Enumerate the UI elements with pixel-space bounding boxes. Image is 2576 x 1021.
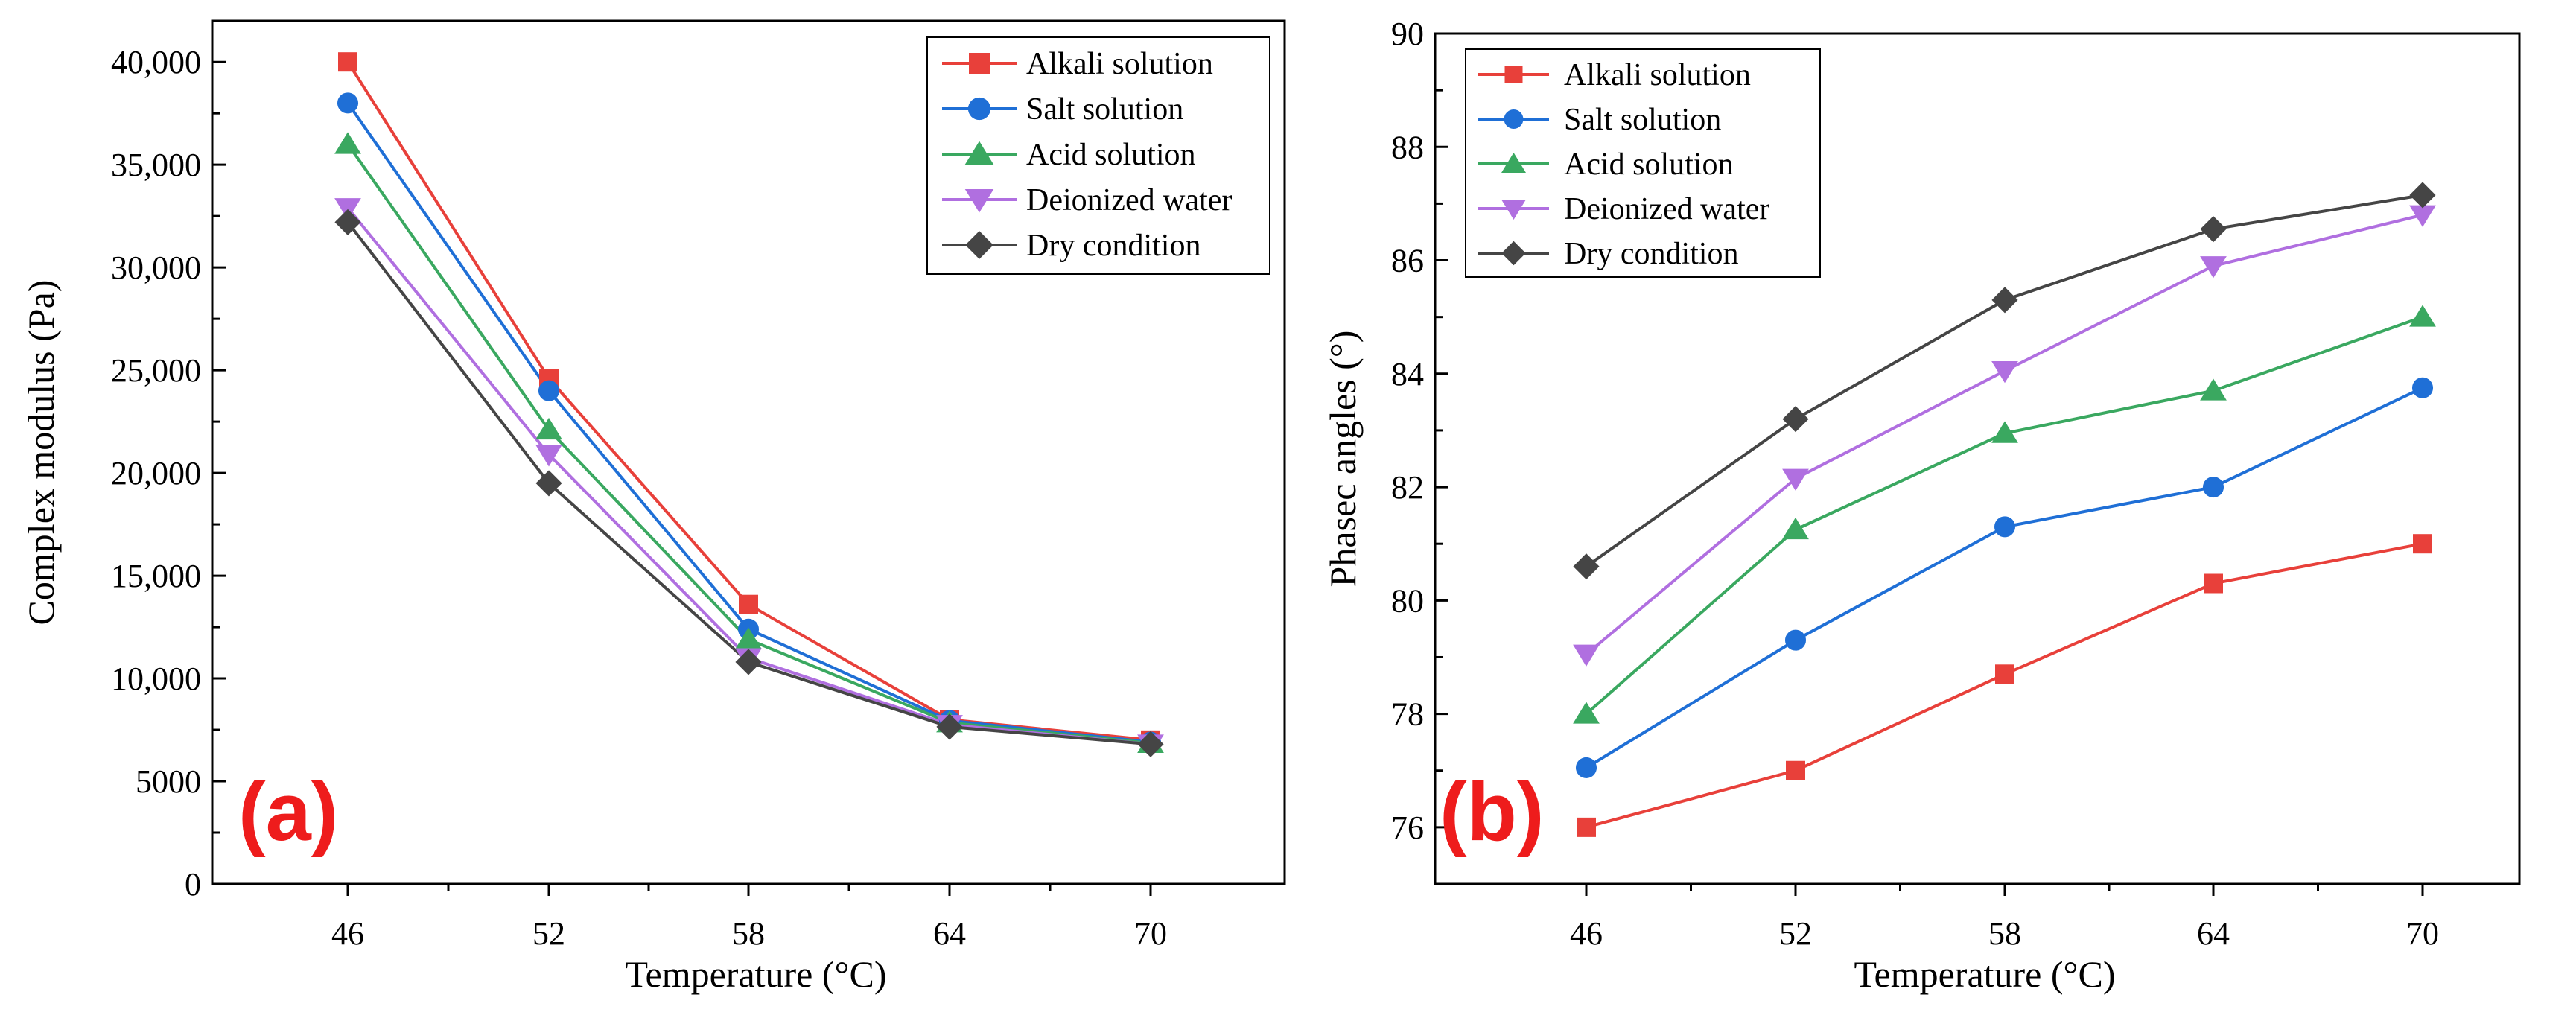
data-point-3-3 (2200, 256, 2227, 279)
data-point-2-1 (535, 417, 562, 440)
data-point-0-3 (2204, 573, 2223, 594)
legend-label-3: Deionized water (1564, 192, 1769, 226)
data-point-0-1 (1786, 760, 1805, 780)
y-tick-label: 86 (1391, 243, 1424, 279)
y-tick-label: 40,000 (111, 44, 201, 80)
plot-frame (1434, 32, 2521, 885)
data-point-1-0 (337, 92, 359, 114)
y-tick-label: 20,000 (111, 455, 201, 492)
y-tick-label: 10,000 (111, 661, 201, 697)
y-tick-label: 80 (1391, 582, 1424, 619)
y-tick-label: 76 (1391, 810, 1424, 846)
legend-marker-2 (964, 141, 994, 165)
x-tick-label: 52 (1779, 915, 1812, 952)
legend-label-3: Deionized water (1026, 183, 1232, 217)
legend-marker-3 (964, 189, 994, 213)
legend-label-1: Salt solution (1564, 103, 1721, 137)
series-line-0 (1586, 542, 2423, 829)
data-point-2-2 (735, 627, 762, 649)
panel-a-complex-modulus-chart: 0 5000 10,000 15,000 20,000 25,000 30,000 35,00… (20, 19, 1286, 995)
legend-marker-0 (969, 53, 990, 74)
y-tick-label: 25,000 (111, 352, 201, 389)
data-point-3-1 (535, 445, 562, 467)
legend-label-0: Alkali solution (1026, 47, 1213, 81)
data-point-1-1 (538, 380, 560, 401)
data-point-4-1 (535, 470, 562, 497)
y-tick-label: 90 (1391, 16, 1424, 52)
data-point-4-0 (334, 209, 361, 235)
y-tick-label: 5000 (136, 763, 201, 800)
data-point-2-2 (1991, 421, 2018, 443)
y-tick-label: 82 (1391, 469, 1424, 506)
data-point-4-3 (936, 713, 963, 740)
data-point-0-4 (2413, 534, 2432, 554)
data-point-4-2 (1991, 287, 2018, 314)
y-axis-label: Complex modulus (Pa) (20, 280, 62, 626)
data-point-4-4 (2409, 182, 2436, 209)
y-tick-label: 88 (1391, 129, 1424, 165)
data-point-4-1 (1782, 406, 1809, 433)
data-point-0-0 (1577, 817, 1596, 837)
data-point-2-0 (1573, 702, 1600, 724)
data-point-2-1 (1782, 517, 1809, 540)
x-tick-label: 52 (532, 915, 565, 952)
legend-label-2: Acid solution (1564, 147, 1734, 182)
data-point-0-2 (1995, 664, 2014, 684)
x-tick-label: 70 (2406, 915, 2439, 952)
data-point-0-0 (338, 52, 357, 72)
panel-label: (a) (238, 766, 338, 858)
data-point-4-2 (735, 649, 762, 675)
x-tick-label: 58 (732, 915, 765, 952)
y-tick-label: 30,000 (111, 249, 201, 286)
legend-marker-1 (1504, 109, 1524, 129)
legend-label-0: Alkali solution (1564, 58, 1751, 92)
data-point-0-2 (739, 594, 758, 614)
data-point-3-0 (334, 198, 361, 220)
y-tick-label: 84 (1391, 356, 1424, 392)
legend-marker-4 (965, 231, 993, 259)
panel-label: (b) (1440, 766, 1544, 858)
data-point-4-0 (1573, 553, 1600, 580)
data-point-2-4 (2409, 305, 2436, 327)
data-point-3-0 (1573, 644, 1600, 667)
data-point-4-3 (2200, 216, 2227, 243)
x-axis-label: Temperature (°C) (625, 953, 886, 995)
data-point-2-3 (2200, 378, 2227, 401)
x-tick-label: 70 (1134, 915, 1167, 952)
data-point-1-3 (2202, 477, 2224, 498)
panel-b-phase-angle-chart: 76 78 80 82 84 86 88 90 46 52 58 64 70 Temperature (°… (1322, 16, 2521, 995)
series-line-1 (1585, 387, 2423, 769)
y-axis-label: Phasec angles (°) (1322, 331, 1364, 588)
data-point-1-1 (1784, 629, 1807, 651)
legend-marker-4 (1501, 241, 1526, 266)
data-point-3-2 (1991, 360, 2018, 384)
legend-marker-3 (1501, 200, 1526, 220)
legend-label-4: Dry condition (1564, 237, 1738, 271)
x-axis-label: Temperature (°C) (1854, 953, 2115, 995)
x-tick-label: 64 (933, 915, 966, 952)
legend-label-4: Dry condition (1026, 229, 1200, 263)
legend-marker-0 (1504, 66, 1523, 83)
data-point-3-4 (2409, 205, 2436, 227)
legend-marker-1 (967, 97, 991, 121)
data-point-4-4 (1137, 731, 1164, 757)
y-tick-label: 35,000 (111, 147, 201, 183)
data-point-2-0 (334, 132, 361, 154)
data-point-1-2 (1994, 516, 2016, 538)
y-tick-label: 0 (185, 866, 201, 903)
x-tick-label: 58 (1988, 915, 2021, 952)
x-tick-label: 46 (1570, 915, 1603, 952)
data-point-1-0 (1575, 757, 1597, 778)
y-tick-label: 15,000 (111, 558, 201, 594)
legend-marker-2 (1501, 153, 1526, 173)
legend-label-1: Salt solution (1026, 92, 1183, 127)
x-tick-label: 46 (331, 915, 364, 952)
data-point-1-4 (2411, 377, 2434, 398)
legend-label-2: Acid solution (1026, 138, 1196, 172)
data-point-3-1 (1782, 468, 1809, 491)
x-tick-label: 64 (2197, 915, 2230, 952)
y-tick-label: 78 (1391, 696, 1424, 733)
